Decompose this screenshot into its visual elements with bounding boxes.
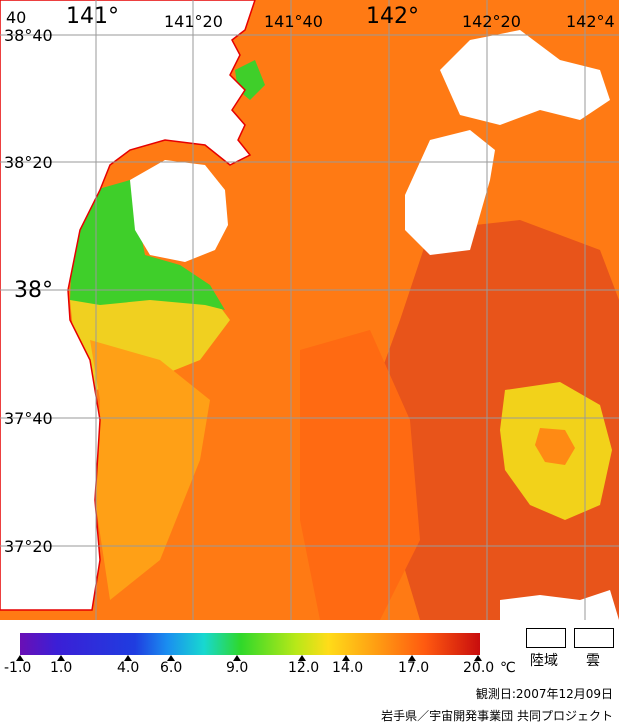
- tick-marker: [167, 655, 175, 661]
- lon-label-142: 142°: [366, 4, 419, 29]
- tick-marker: [298, 655, 306, 661]
- tick-label: 4.0: [117, 660, 140, 676]
- corner-label: 40: [6, 8, 27, 27]
- tick-marker: [124, 655, 132, 661]
- lon-label-142-20: 142°20: [462, 12, 521, 31]
- lon-label-141-40: 141°40: [264, 12, 323, 31]
- tick-label: 9.0: [226, 660, 249, 676]
- land-key-label: 陸域: [530, 653, 558, 669]
- cloud-key-box: [574, 628, 614, 648]
- unit-label: ℃: [500, 660, 516, 676]
- tick-marker: [474, 655, 482, 661]
- project-credit: 岩手県／宇宙開発事業団 共同プロジェクト: [381, 709, 613, 723]
- tick-marker: [16, 655, 24, 661]
- tick-marker: [233, 655, 241, 661]
- cloud-north: [440, 30, 610, 125]
- warm-water-band: [300, 330, 420, 620]
- tick-marker: [342, 655, 350, 661]
- tick-label: -1.0: [4, 660, 32, 676]
- lat-label-38-20: 38°20: [4, 153, 53, 172]
- lon-label-141-20: 141°20: [164, 12, 223, 31]
- tick-marker: [408, 655, 416, 661]
- lon-label-142-40: 142°4: [566, 12, 615, 31]
- eddy-core: [535, 428, 575, 465]
- sst-map: [0, 0, 619, 620]
- cloud-bay: [130, 160, 228, 262]
- land-key-box: [526, 628, 566, 648]
- land-west: [0, 0, 256, 611]
- graticule: [0, 0, 619, 620]
- tick-marker: [57, 655, 65, 661]
- cloud-key-label: 雲: [586, 653, 600, 669]
- observation-date: 観測日:2007年12月09日: [475, 687, 613, 701]
- temperature-color-bar: [20, 633, 480, 655]
- cold-water-bay: [70, 180, 225, 310]
- lat-label-38: 38°: [14, 278, 53, 303]
- cloud-southeast: [500, 590, 619, 620]
- tick-label: 14.0: [332, 660, 364, 676]
- tick-label: 17.0: [398, 660, 430, 676]
- tick-label: 20.0: [463, 660, 495, 676]
- tick-label: 12.0: [288, 660, 320, 676]
- warm-water-region: [360, 220, 619, 620]
- lon-label-141: 141°: [66, 4, 119, 29]
- lat-label-38-40: 38°40: [4, 26, 53, 45]
- cloud-center: [405, 130, 495, 255]
- tick-label: 6.0: [160, 660, 183, 676]
- lat-label-37-20: 37°20: [4, 537, 53, 556]
- tick-label: 1.0: [50, 660, 73, 676]
- lat-label-37-40: 37°40: [4, 409, 53, 428]
- coastal-orange-band: [90, 340, 210, 600]
